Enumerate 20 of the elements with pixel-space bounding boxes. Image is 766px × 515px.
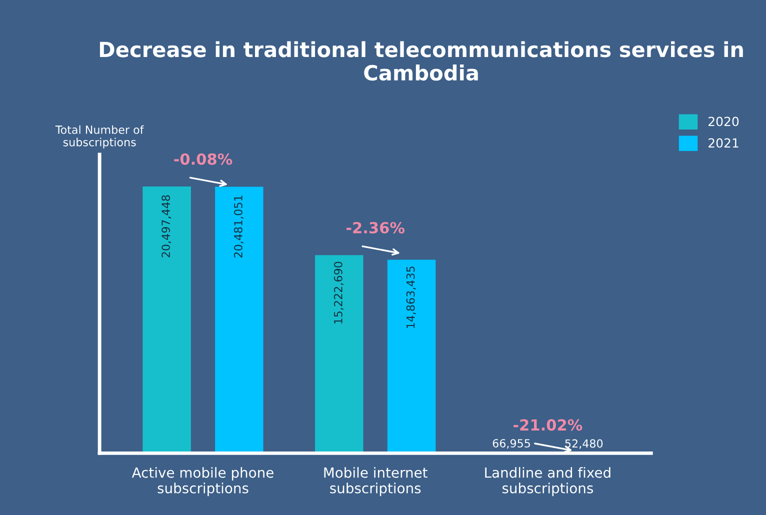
data-label: 52,480 <box>565 439 603 449</box>
x-tick-label: Mobile internet subscriptions <box>324 467 428 496</box>
bar <box>215 186 264 454</box>
text: -0.08% <box>174 153 232 165</box>
annotation: -21.02% <box>514 419 582 431</box>
y-axis-title: Total Number of subscriptions <box>55 125 144 149</box>
bar <box>142 186 191 454</box>
x-tick-label: Landline and fixed subscriptions <box>485 467 610 496</box>
bar <box>387 260 436 454</box>
bar <box>315 255 364 454</box>
annotation: -2.36% <box>346 222 405 234</box>
legend-label: 2020 <box>708 116 739 126</box>
data-label: 14,863,435 <box>406 266 416 328</box>
data-label: 15,222,690 <box>334 262 344 324</box>
data-label: 20,497,448 <box>162 195 172 258</box>
x-tick-label: Active mobile phone subscriptions <box>132 467 274 496</box>
chart-title: Decrease in traditional telecommunications services in Cambodia <box>100 41 743 81</box>
data-label: 20,481,051 <box>234 196 244 258</box>
legend-label: 2021 <box>708 138 738 148</box>
data-label: 66,955 <box>492 439 530 449</box>
